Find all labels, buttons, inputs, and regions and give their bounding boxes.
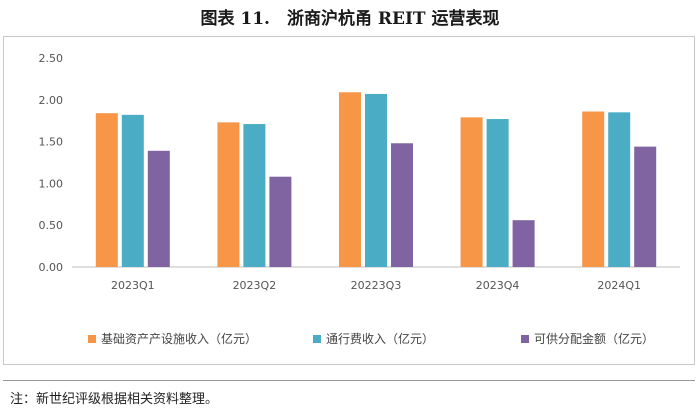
bar-20223Q3-series-3 <box>391 143 413 267</box>
bar-2023Q1-series-2 <box>121 114 144 268</box>
bar-2023Q1-series-1 <box>95 113 118 268</box>
bar-2024Q1-series-2 <box>608 112 631 267</box>
legend-label: 可供分配金额（亿元） <box>534 331 654 346</box>
x-tick-label: 2023Q4 <box>476 279 520 292</box>
chart-frame <box>3 36 695 365</box>
bar-2023Q4-series-3 <box>512 220 535 267</box>
bar-2023Q4-series-1 <box>460 117 483 267</box>
x-tick-label: 2023Q1 <box>111 279 155 292</box>
y-tick-label: 2.50 <box>39 52 64 65</box>
bar-20223Q3-series-2 <box>365 93 387 267</box>
x-tick-label: 2023Q2 <box>233 279 277 292</box>
legend-label: 通行费收入（亿元） <box>326 331 434 346</box>
bar-20223Q3-series-1 <box>339 92 361 267</box>
bar-2023Q2-series-3 <box>269 176 292 267</box>
source-note: 注：新世纪评级根据相关资料整理。 <box>10 392 219 407</box>
legend-swatch <box>521 335 529 343</box>
y-tick-label: 2.00 <box>39 94 64 107</box>
footer-divider <box>3 380 695 381</box>
legend-swatch <box>88 335 96 343</box>
y-tick-label: 0.00 <box>39 261 64 274</box>
y-tick-label: 1.50 <box>39 136 64 149</box>
x-tick-label: 20223Q3 <box>351 279 402 292</box>
y-tick-label: 0.50 <box>39 219 64 232</box>
bars <box>95 92 657 268</box>
bar-2024Q1-series-3 <box>634 146 657 267</box>
legend: 基础资产产设施收入（亿元） 通行费收入（亿元） 可供分配金额（亿元） <box>88 331 654 346</box>
legend-label: 基础资产产设施收入（亿元） <box>101 331 257 346</box>
bar-2024Q1-series-1 <box>582 111 605 267</box>
x-axis: 2023Q1 2023Q2 20223Q3 2023Q4 2024Q1 <box>111 279 641 292</box>
chart-title: 图表 11. 浙商沪杭甬 REIT 运营表现 <box>200 9 500 29</box>
y-tick-label: 1.00 <box>39 177 64 190</box>
bar-2023Q2-series-2 <box>243 124 266 267</box>
bar-2023Q4-series-2 <box>486 119 509 267</box>
bar-2023Q1-series-3 <box>147 150 170 267</box>
x-tick-label: 2024Q1 <box>597 279 641 292</box>
bar-2023Q2-series-1 <box>217 122 240 267</box>
legend-swatch <box>313 335 321 343</box>
y-axis: 0.00 0.50 1.00 1.50 2.00 2.50 <box>39 52 64 274</box>
